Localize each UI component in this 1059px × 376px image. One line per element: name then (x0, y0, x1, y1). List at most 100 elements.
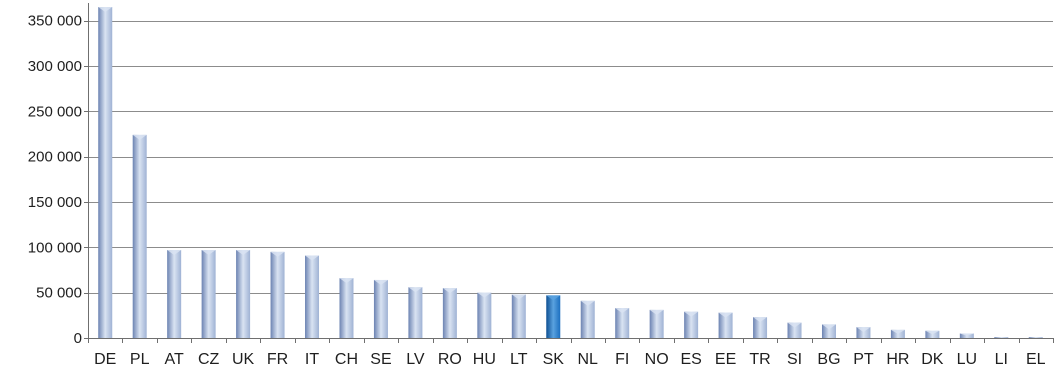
bar-body (442, 288, 457, 338)
bar-cap (580, 300, 595, 306)
bar-FI (615, 308, 630, 338)
y-tick-label: 0 (74, 330, 82, 347)
bar-body (1028, 337, 1043, 338)
bar-cap (890, 329, 905, 334)
bar-body (580, 300, 595, 338)
bar-body (373, 279, 388, 338)
bar-cap (684, 311, 699, 317)
bar-body (684, 311, 699, 338)
x-category-label: HU (473, 351, 496, 368)
bar-body (718, 312, 733, 338)
bar-body (787, 322, 802, 338)
x-category-label: DK (921, 351, 944, 368)
bar-RO (442, 288, 457, 338)
bar-HR (890, 329, 905, 338)
y-tick-label: 100 000 (28, 239, 82, 256)
bar-body (821, 324, 836, 338)
bar-cap (753, 317, 768, 323)
x-category-label: LU (957, 351, 977, 368)
bar-body (98, 7, 113, 338)
x-category-label: RO (438, 351, 462, 368)
bar-cap (787, 322, 802, 328)
bar-LU (959, 333, 974, 338)
bar-EE (718, 312, 733, 338)
bar-cap (718, 312, 733, 318)
bar-cap (305, 255, 320, 261)
x-category-label: NL (578, 351, 599, 368)
x-category-label: BG (817, 351, 840, 368)
axes (88, 3, 1054, 343)
x-category-label: EE (715, 351, 736, 368)
x-category-label: FI (615, 351, 629, 368)
bar-PT (856, 327, 871, 338)
bar-cap (167, 250, 182, 256)
x-category-label: CH (335, 351, 358, 368)
x-category-label: IT (305, 351, 319, 368)
bar-FR (270, 251, 285, 338)
y-tick-label: 300 000 (28, 58, 82, 75)
bar-cap (442, 288, 457, 294)
bar-SI (787, 322, 802, 338)
gridlines (88, 21, 1053, 294)
bar-cap (649, 309, 664, 315)
bar-body (408, 287, 423, 338)
x-category-label: SE (370, 351, 391, 368)
bar-body (236, 250, 251, 338)
bar-HU (477, 292, 492, 338)
bar-AT (167, 250, 182, 338)
bar-body (615, 308, 630, 338)
bar-cap (408, 287, 423, 293)
x-axis-category-labels: DE PL AT CZ UK FR IT CH SE LV RO HU LT SK NL FI NO ES EE TR… (94, 351, 1046, 368)
bar-cap (546, 295, 561, 301)
bar-cap (373, 279, 388, 285)
bar-body (546, 295, 561, 338)
x-category-label: ES (680, 351, 701, 368)
bar-body (649, 309, 664, 338)
bar-NO (649, 309, 664, 338)
bar-SK (546, 295, 561, 338)
bar-cap (821, 324, 836, 330)
x-category-label: LT (510, 351, 528, 368)
bar-cap (925, 330, 940, 335)
y-tick-label: 250 000 (28, 103, 82, 120)
x-category-label: EL (1026, 351, 1046, 368)
bar-body (753, 317, 768, 338)
bar-body (856, 327, 871, 338)
bar-cap (236, 250, 251, 256)
bar-cap (339, 278, 354, 284)
bar-body (167, 250, 182, 338)
x-category-label: FR (267, 351, 288, 368)
bar-cap (615, 308, 630, 314)
bar-CH (339, 278, 354, 338)
x-category-label: UK (232, 351, 255, 368)
bar-LT (511, 294, 526, 338)
bar-ES (684, 311, 699, 338)
bar-body (201, 250, 216, 338)
bar-SE (373, 279, 388, 338)
bar-NL (580, 300, 595, 338)
y-tick-label: 50 000 (36, 285, 82, 302)
x-category-label: DE (94, 351, 116, 368)
bar-cap (477, 292, 492, 298)
bar-cap (270, 251, 285, 257)
x-category-label: SI (787, 351, 802, 368)
x-category-label: LI (995, 351, 1008, 368)
bar-cap (98, 7, 113, 12)
bar-body (132, 134, 147, 338)
bar-cap (201, 250, 216, 256)
bar-DE (98, 7, 113, 338)
bar-BG (821, 324, 836, 338)
x-category-label: AT (165, 351, 184, 368)
bar-body (994, 337, 1009, 338)
bar-TR (753, 317, 768, 338)
y-tick-label: 150 000 (28, 194, 82, 211)
bar-DK (925, 330, 940, 338)
y-tick-label: 350 000 (28, 13, 82, 30)
bars (98, 7, 1043, 338)
bar-body (925, 330, 940, 338)
bar-LI (994, 337, 1009, 338)
x-category-label: LV (406, 351, 425, 368)
bar-IT (305, 255, 320, 338)
bar-body (305, 255, 320, 338)
